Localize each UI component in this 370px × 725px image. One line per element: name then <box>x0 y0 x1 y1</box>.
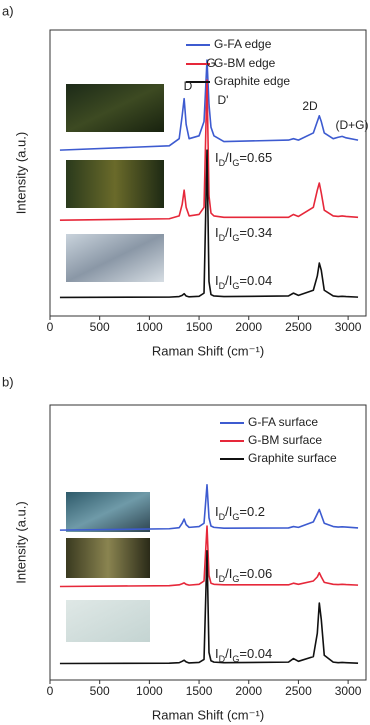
ratio-label: ID/IG=0.04 <box>215 273 272 291</box>
spectrum-line <box>59 149 359 299</box>
x-tick-label: 2500 <box>285 684 312 698</box>
ratio-part: /I <box>225 646 232 661</box>
plot-frame <box>49 404 367 681</box>
ratio-part: I <box>215 225 219 240</box>
ratio-part: =0.04 <box>239 273 272 288</box>
ratio-part: I <box>215 273 219 288</box>
spectrum-line <box>59 79 359 221</box>
ratio-part: D <box>219 654 226 664</box>
x-tick-label: 3000 <box>335 684 362 698</box>
ratio-part: /I <box>225 150 232 165</box>
x-tick-label: 2000 <box>235 684 262 698</box>
x-tick-label: 2000 <box>235 320 262 334</box>
panel-label: b) <box>2 374 14 389</box>
x-tick-label: 1000 <box>136 320 163 334</box>
ratio-part: /I <box>225 566 232 581</box>
y-axis-label: Intensity (a.u.) <box>13 132 28 214</box>
spectrum-line <box>59 483 359 531</box>
x-tick-label: 1000 <box>136 684 163 698</box>
ratio-label: ID/IG=0.06 <box>215 566 272 584</box>
peak-label: (D+G) <box>336 118 369 132</box>
peak-label: D' <box>218 93 229 107</box>
x-tick-label: 0 <box>47 320 54 334</box>
inset-image <box>66 538 150 578</box>
ratio-part: I <box>215 150 219 165</box>
ratio-part: =0.2 <box>239 504 265 519</box>
x-axis-label: Raman Shift (cm⁻¹) <box>152 707 264 722</box>
ratio-part: I <box>215 566 219 581</box>
ratio-part: =0.04 <box>239 646 272 661</box>
ratio-part: D <box>219 233 226 243</box>
inset-image <box>66 492 150 532</box>
ratio-part: I <box>215 504 219 519</box>
ratio-label: ID/IG=0.65 <box>215 150 272 168</box>
legend-label: G-FA edge <box>214 37 272 51</box>
ratio-part: G <box>232 158 239 168</box>
ratio-label: ID/IG=0.2 <box>215 504 265 522</box>
ratio-part: G <box>232 233 239 243</box>
inset-image <box>66 84 164 132</box>
ratio-part: G <box>232 574 239 584</box>
inset-image <box>66 234 164 282</box>
x-tick-label: 1500 <box>186 320 213 334</box>
legend-label: Graphite edge <box>214 74 290 88</box>
ratio-part: G <box>232 512 239 522</box>
ratio-label: ID/IG=0.34 <box>215 225 272 243</box>
legend-label: G-FA surface <box>248 415 318 429</box>
ratio-part: =0.34 <box>239 225 272 240</box>
legend-label: G-BM surface <box>248 433 322 447</box>
x-axis-label: Raman Shift (cm⁻¹) <box>152 343 264 358</box>
peak-label: D <box>184 79 193 93</box>
spectrum-line <box>59 59 359 151</box>
ratio-part: D <box>219 512 226 522</box>
peak-label: 2D <box>302 99 318 113</box>
x-tick-label: 500 <box>90 684 110 698</box>
ratio-part: /I <box>225 225 232 240</box>
spectrum-line <box>59 525 359 588</box>
panel-label: a) <box>2 3 14 18</box>
inset-image <box>66 600 150 642</box>
ratio-part: /I <box>225 504 232 519</box>
ratio-part: /I <box>225 273 232 288</box>
ratio-part: D <box>219 281 226 291</box>
ratio-part: D <box>219 574 226 584</box>
inset-micrographs <box>66 84 164 642</box>
x-tick-label: 2500 <box>285 320 312 334</box>
ratio-part: I <box>215 646 219 661</box>
x-tick-label: 3000 <box>335 320 362 334</box>
ratio-part: G <box>232 654 239 664</box>
ratio-part: =0.06 <box>239 566 272 581</box>
ratio-label: ID/IG=0.04 <box>215 646 272 664</box>
legend-label: Graphite surface <box>248 451 337 465</box>
ratio-part: G <box>232 281 239 291</box>
spectrum-line <box>59 549 359 665</box>
inset-image <box>66 160 164 208</box>
x-tick-label: 0 <box>47 684 54 698</box>
legend-label: G-BM edge <box>214 56 276 70</box>
y-axis-label: Intensity (a.u.) <box>13 501 28 583</box>
x-tick-label: 1500 <box>186 684 213 698</box>
x-tick-label: 500 <box>90 320 110 334</box>
ratio-part: =0.65 <box>239 150 272 165</box>
plot-frame <box>49 29 367 317</box>
peak-label: G <box>206 56 215 70</box>
ratio-part: D <box>219 158 226 168</box>
